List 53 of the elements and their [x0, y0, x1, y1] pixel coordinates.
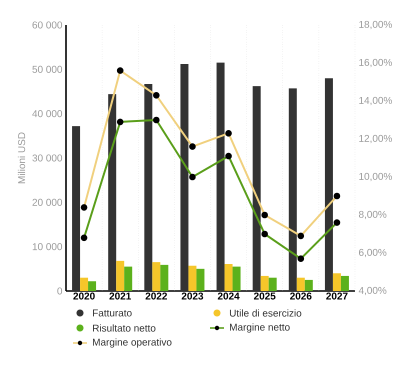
- bar: [324, 78, 333, 291]
- x-tick-label: 2026: [290, 292, 312, 300]
- bar: [108, 94, 116, 291]
- bar: [152, 262, 160, 291]
- bar: [160, 264, 168, 291]
- y2-tick-label: 8,00%: [358, 210, 386, 220]
- bar: [72, 126, 80, 291]
- bar: [340, 276, 349, 291]
- y2-tick-label: 6,00%: [359, 248, 386, 258]
- bar: [80, 278, 88, 291]
- bar: [260, 276, 269, 291]
- y2-tick-label: 16,00%: [359, 58, 392, 68]
- y2-tick-label: 14,00%: [359, 96, 392, 106]
- legend-label: Margine operativo: [93, 338, 172, 348]
- y2-tick-label: 12,00%: [359, 134, 392, 144]
- x-tick-label: 2022: [146, 292, 167, 300]
- x-tick-label: 2024: [218, 292, 240, 300]
- y-tick-label: 0: [57, 287, 62, 295]
- y-tick-label: 50 000: [32, 66, 62, 73]
- legend-label: Risultato netto: [93, 324, 156, 332]
- y-tick-label: 10 000: [32, 243, 62, 250]
- y-tick-label: 60 000: [32, 21, 62, 29]
- legend-label: Fatturato: [93, 310, 132, 316]
- y2-tick-label: 18,00%: [359, 20, 392, 30]
- y-tick-label: 20 000: [32, 198, 62, 206]
- x-tick-label: 2020: [73, 292, 95, 300]
- x-tick-label: 2027: [326, 292, 348, 300]
- bar: [288, 88, 297, 291]
- bar: [224, 264, 233, 291]
- bar: [180, 64, 188, 291]
- bar: [216, 62, 225, 291]
- bar: [124, 266, 132, 291]
- legend-label: Utile di esercizio: [230, 309, 302, 317]
- bar: [304, 280, 313, 291]
- bar: [144, 84, 152, 291]
- x-tick-label: 2025: [254, 292, 276, 300]
- x-tick-label: 2023: [182, 292, 204, 300]
- y2-tick-label: 4,00%: [358, 286, 386, 296]
- bar: [252, 86, 261, 291]
- x-tick-label: 2021: [109, 292, 131, 300]
- bar: [332, 273, 341, 291]
- y-tick-label: 30 000: [32, 154, 62, 162]
- y-axis-title: Milioni USD: [18, 132, 26, 184]
- y2-tick-label: 10,00%: [359, 172, 392, 182]
- bar: [188, 266, 196, 291]
- y-tick-label: 40 000: [32, 110, 62, 118]
- bar: [232, 266, 241, 291]
- legend-label: Margine netto: [230, 323, 290, 333]
- bar: [268, 278, 277, 291]
- bar: [116, 260, 124, 291]
- bar: [88, 281, 96, 291]
- bar: [296, 278, 305, 291]
- bar: [196, 268, 204, 291]
